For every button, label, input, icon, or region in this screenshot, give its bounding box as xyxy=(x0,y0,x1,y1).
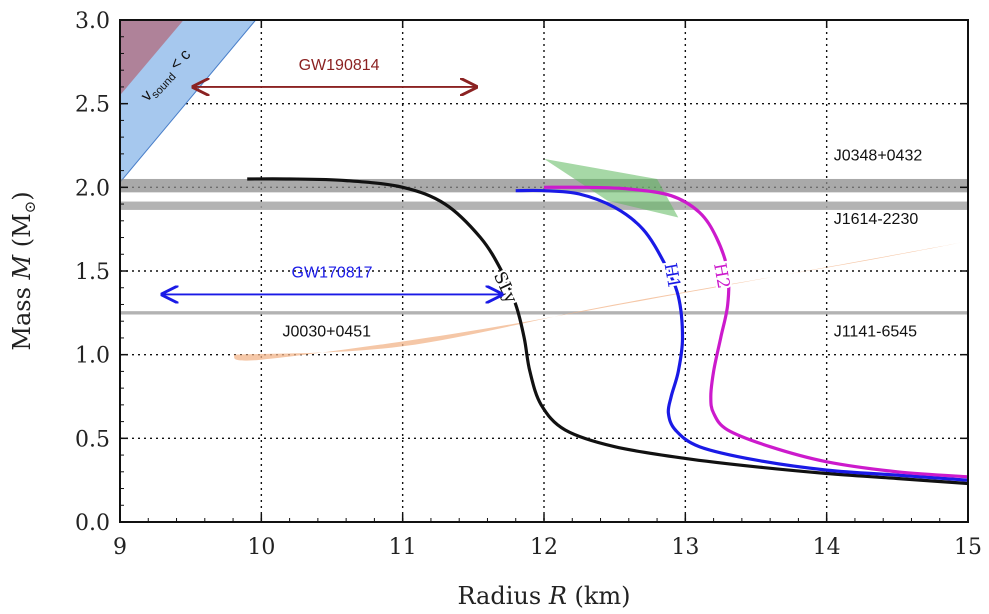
j0030-label: J0030+0451 xyxy=(283,323,372,340)
x-axis-label: Radius R (km) xyxy=(457,582,630,610)
band-label: J0348+0432 xyxy=(834,148,923,165)
x-tick-label: 13 xyxy=(671,535,699,560)
curves xyxy=(247,177,968,486)
ticks: 9 10 11 12 13 14 15 0.0 0.5 1.0 1.5 2.0 2.5 3.0 xyxy=(75,9,982,560)
grid xyxy=(120,20,968,522)
causality-inner-region xyxy=(120,20,184,96)
x-tick-label: 11 xyxy=(389,535,417,560)
y-axis-label: Mass M (M⊙) xyxy=(8,191,39,350)
curve-label-H1: H1 xyxy=(660,262,684,291)
y-tick-label: 0.5 xyxy=(75,427,110,452)
x-tick-label: 12 xyxy=(530,535,558,560)
y-tick-label: 0.0 xyxy=(75,511,110,536)
pulsar-band-J1614-2230 xyxy=(120,201,968,210)
curve-label-H2: H2 xyxy=(709,262,733,291)
band-label: J1614-2230 xyxy=(834,211,919,228)
eos-curve-H2 xyxy=(543,185,968,479)
band-label: J1141-6545 xyxy=(834,323,917,340)
causality-region xyxy=(120,20,257,184)
x-tick-label: 15 xyxy=(954,535,982,560)
arrow-label-GW170817: GW170817 xyxy=(292,265,373,282)
pulsar-band-J1141-6545 xyxy=(120,311,968,315)
y-tick-label: 1.5 xyxy=(75,260,110,285)
x-tick-label: 10 xyxy=(247,535,275,560)
annotations: SLy H1 H2J0348+0432J1614-2230J1141-6545J00… xyxy=(138,46,922,340)
regions xyxy=(120,20,968,361)
y-tick-label: 1.0 xyxy=(75,344,110,369)
x-tick-label: 14 xyxy=(813,535,841,560)
j0030-region xyxy=(233,242,963,361)
y-tick-label: 2.5 xyxy=(75,93,110,118)
pulsar-band-J0348+0432 xyxy=(120,178,968,193)
eos-curve-H1 xyxy=(515,188,968,482)
x-tick-label: 9 xyxy=(113,535,127,560)
arrow-label-GW190814: GW190814 xyxy=(299,57,380,74)
eos-curve-SLy xyxy=(247,177,968,486)
y-tick-label: 2.0 xyxy=(75,176,110,201)
y-tick-label: 3.0 xyxy=(75,9,110,34)
